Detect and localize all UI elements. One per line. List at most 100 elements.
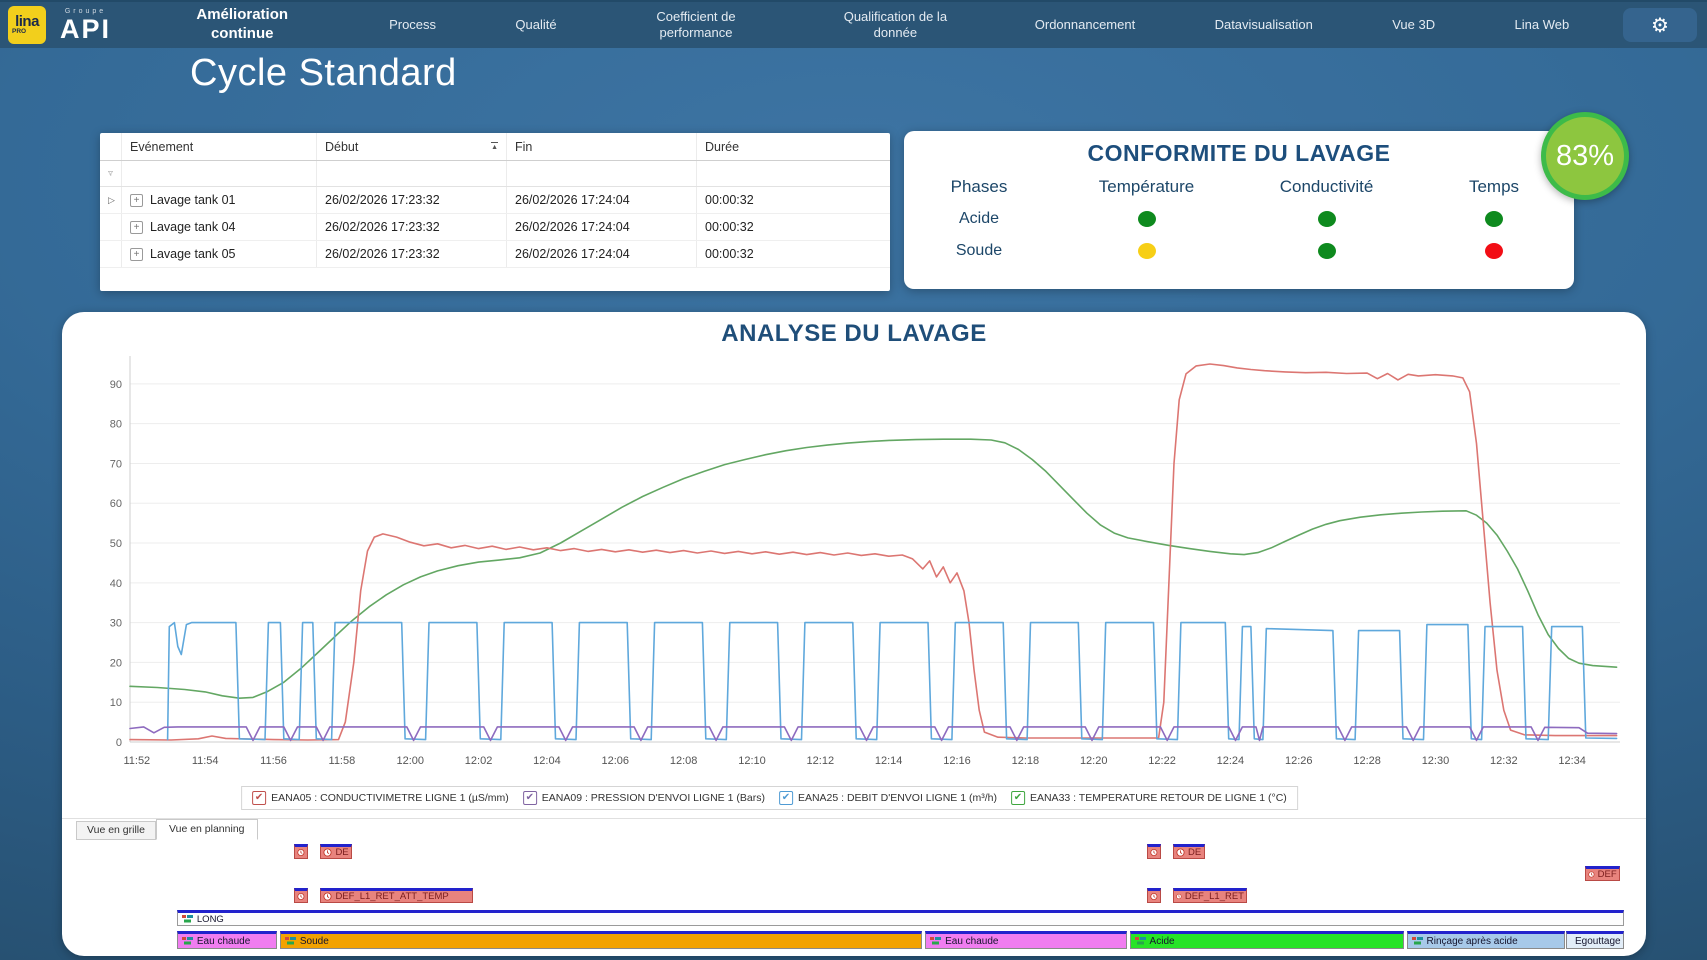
- conformity-header-temps: Temps: [1468, 177, 1520, 196]
- duration-cell: 00:00:32: [705, 247, 754, 261]
- nav-item-vue-3d[interactable]: Vue 3D: [1392, 16, 1436, 32]
- x-tick-label: 12:16: [943, 755, 971, 767]
- task-def-3[interactable]: DEF: [1584, 866, 1620, 881]
- x-tick-label: 12:22: [1148, 755, 1176, 767]
- table-row[interactable]: ▷ + Lavage tank 01 26/02/2026 17:23:32 26…: [100, 187, 890, 214]
- clock-icon: [323, 848, 332, 857]
- phase-icon: [1411, 937, 1423, 945]
- status-dot-soude-conductivite: [1317, 243, 1336, 259]
- x-tick-label: 12:32: [1490, 755, 1518, 767]
- phase-segment-eau-chaude-1[interactable]: Eau chaude: [176, 931, 277, 949]
- divider: [62, 818, 1646, 819]
- wash-conformity-panel: CONFORMITE DU LAVAGE Phases Température …: [904, 131, 1574, 289]
- legend-series-label: EANA09 : PRESSION D'ENVOI LIGNE 1 (Bars): [541, 792, 765, 804]
- long-bar-label: LONG: [196, 913, 224, 925]
- x-tick-label: 12:18: [1012, 755, 1040, 767]
- column-header-evenement[interactable]: Evénement: [122, 133, 317, 160]
- expand-plus-icon[interactable]: +: [130, 247, 143, 261]
- clock-icon: [1176, 893, 1182, 900]
- task-def-l1-ret[interactable]: DEF_L1_RET: [1173, 888, 1247, 903]
- task-def-marker-1[interactable]: [294, 844, 309, 859]
- filter-funnel-cell[interactable]: [100, 161, 122, 186]
- legend-item-eana33[interactable]: ✔ EANA33 : TEMPERATURE RETOUR DE LIGNE 1 …: [1010, 791, 1287, 805]
- conformity-header-phases: Phases: [950, 177, 1008, 196]
- planning-long-bar[interactable]: LONG: [176, 910, 1624, 926]
- phase-segment-acide[interactable]: Acide: [1129, 931, 1404, 949]
- series-line-eana25: [166, 621, 1618, 741]
- nav-item-amelioration-continue[interactable]: Amélioration continue: [196, 6, 289, 42]
- tab-vue-en-grille[interactable]: Vue en grille: [76, 821, 156, 840]
- task-def-1[interactable]: DE: [320, 844, 353, 859]
- nav-item-qualification-de-la-donnee[interactable]: Qualification de la donnée: [843, 8, 948, 40]
- legend-item-eana05[interactable]: ✔ EANA05 : CONDUCTIVIMETRE LIGNE 1 (µS/mm…: [252, 791, 509, 805]
- x-tick-label: 12:08: [670, 755, 698, 767]
- task-def-marker-3[interactable]: [294, 888, 309, 903]
- conformity-header-temperature: Température: [1098, 177, 1195, 196]
- row-indicator-cell: [100, 214, 122, 240]
- planning-gantt: DE DE DEF DEF_L1_RET_ATT_TEMP DEF_L1_RET L…: [174, 842, 1624, 954]
- y-tick-label: 0: [116, 737, 122, 749]
- legend-item-eana09[interactable]: ✔ EANA09 : PRESSION D'ENVOI LIGNE 1 (Bars…: [522, 791, 765, 805]
- y-tick-label: 20: [110, 657, 122, 669]
- wash-analysis-card: ANALYSE DU LAVAGE 0 10 20 30 40 50 60 70 80 90 11:…: [62, 312, 1646, 956]
- nav-item-qualite[interactable]: Qualité: [515, 16, 557, 32]
- groupe-label: Groupe: [64, 7, 107, 15]
- legend-checkbox-icon[interactable]: ✔: [1010, 791, 1025, 805]
- settings-button[interactable]: ⚙: [1623, 8, 1697, 42]
- status-dot-acide-temperature: [1137, 211, 1156, 227]
- column-header-debut[interactable]: Début ▲: [317, 133, 507, 160]
- filter-cell-evenement[interactable]: [122, 161, 317, 186]
- page-title: Cycle Standard: [190, 52, 457, 94]
- task-label: DEF_L1_RET: [1184, 891, 1244, 902]
- column-header-duree[interactable]: Durée: [705, 139, 740, 154]
- event-cell: + Lavage tank 01: [122, 187, 317, 213]
- filter-cell-duree[interactable]: [697, 161, 890, 186]
- legend-checkbox-icon[interactable]: ✔: [522, 791, 537, 805]
- phase-segment-soude[interactable]: Soude: [279, 931, 923, 949]
- column-header-fin[interactable]: Fin: [507, 133, 697, 160]
- legend-checkbox-icon[interactable]: ✔: [778, 791, 793, 805]
- legend-checkbox-icon[interactable]: ✔: [252, 791, 267, 805]
- planning-task-row-2: DEF: [174, 866, 1624, 883]
- clock-icon: [1176, 848, 1185, 857]
- table-row[interactable]: + Lavage tank 05 26/02/2026 17:23:32 26/0…: [100, 241, 890, 268]
- nav-item-lina-web[interactable]: Lina Web: [1514, 16, 1570, 32]
- event-cell: + Lavage tank 05: [122, 241, 317, 267]
- groupe-api-logo: Groupe API: [60, 8, 111, 43]
- conformity-score-badge: 83%: [1541, 112, 1629, 200]
- x-tick-label: 11:52: [123, 755, 150, 767]
- x-tick-label: 12:12: [807, 755, 835, 767]
- filter-cell-debut[interactable]: [317, 161, 507, 186]
- y-tick-label: 60: [110, 498, 122, 510]
- phase-segment-rincage-apres-acide[interactable]: Rinçage après acide: [1406, 931, 1565, 949]
- expand-plus-icon[interactable]: +: [130, 193, 143, 207]
- x-tick-label: 12:04: [533, 755, 561, 767]
- filter-cell-fin[interactable]: [507, 161, 697, 186]
- phase-segment-egouttage[interactable]: Egouttage: [1566, 931, 1624, 949]
- clock-icon: [297, 893, 305, 900]
- legend-item-eana25[interactable]: ✔ EANA25 : DEBIT D'ENVOI LIGNE 1 (m³/h): [778, 791, 997, 805]
- expand-plus-icon[interactable]: +: [130, 220, 143, 234]
- phase-icon: [1134, 937, 1146, 945]
- chart-legend: ✔ EANA05 : CONDUCTIVIMETRE LIGNE 1 (µS/mm…: [241, 786, 1298, 810]
- x-tick-label: 12:00: [396, 755, 424, 767]
- row-expand-arrow-icon[interactable]: ▷: [108, 194, 115, 205]
- tab-vue-en-planning[interactable]: Vue en planning: [155, 819, 258, 840]
- y-tick-label: 80: [110, 419, 122, 431]
- wash-analysis-chart: 0 10 20 30 40 50 60 70 80 90 11:52 11:54 11:56 11:58 1…: [110, 356, 1620, 767]
- conformity-grid: Phases Température Conductivité Temps Ac…: [904, 171, 1574, 267]
- nav-item-datavisualisation[interactable]: Datavisualisation: [1214, 16, 1313, 32]
- phase-label-acide: Acide: [958, 210, 1000, 227]
- task-def-l1-ret-att-temp[interactable]: DEF_L1_RET_ATT_TEMP: [320, 888, 474, 903]
- sort-ascending-icon: ▲: [491, 142, 498, 151]
- phase-segment-label: Eau chaude: [196, 935, 251, 947]
- task-def-2[interactable]: DE: [1173, 844, 1205, 859]
- phase-segment-eau-chaude-2[interactable]: Eau chaude: [925, 931, 1127, 949]
- table-row[interactable]: + Lavage tank 04 26/02/2026 17:23:32 26/0…: [100, 214, 890, 241]
- nav-menu: Amélioration continue Process Qualité Co…: [135, 6, 1609, 44]
- nav-item-process[interactable]: Process: [389, 16, 437, 32]
- task-def-marker-4[interactable]: [1146, 888, 1161, 903]
- nav-item-coefficient-de-performance[interactable]: Coefficient de performance: [656, 8, 736, 40]
- nav-item-ordonnancement[interactable]: Ordonnancement: [1034, 16, 1136, 32]
- task-def-marker-2[interactable]: [1146, 844, 1161, 859]
